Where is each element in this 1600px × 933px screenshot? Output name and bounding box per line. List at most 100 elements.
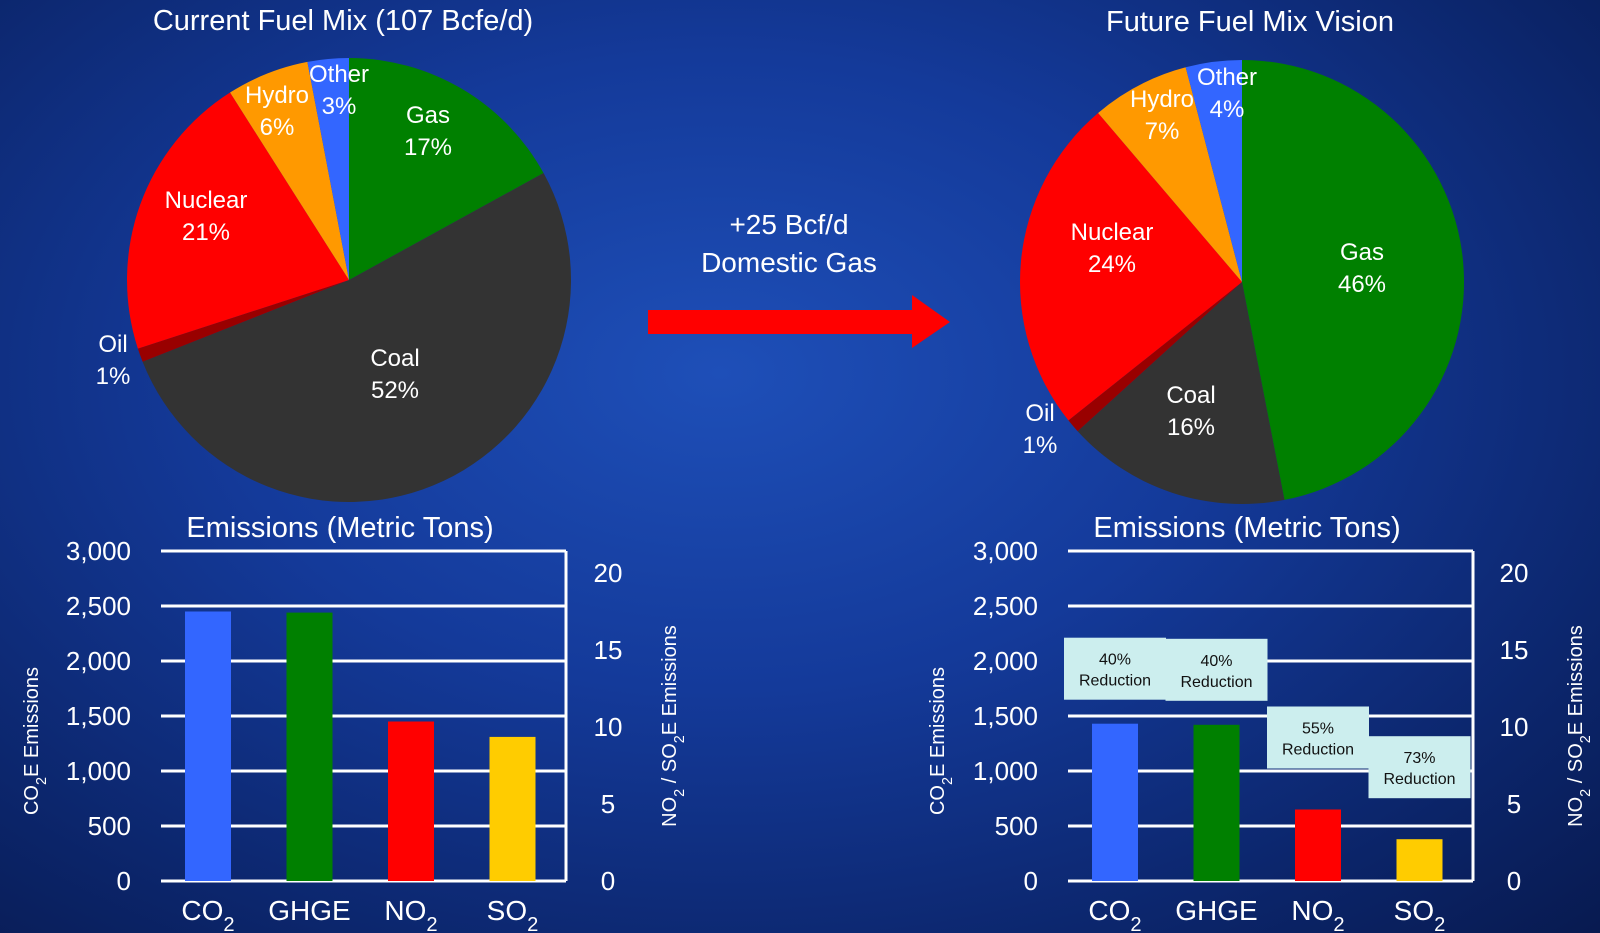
reduction-callout-text: Reduction — [1180, 674, 1252, 691]
y2-tick-label: 5 — [1507, 789, 1521, 819]
bar-ghge — [1193, 724, 1240, 881]
slice-value-gas: 17% — [404, 134, 452, 161]
pie-slice-other — [307, 58, 349, 280]
y2-tick-label: 15 — [594, 635, 623, 665]
y-tick-label: 500 — [995, 811, 1038, 841]
x-tick-label-ghge: GHGE — [268, 895, 350, 926]
bar-no2 — [388, 721, 434, 881]
bar-so2 — [1396, 839, 1443, 881]
pie-slice-nuclear — [127, 92, 349, 349]
y-tick-label: 3,000 — [973, 536, 1038, 566]
bar-no2 — [1295, 809, 1341, 881]
pie-slice-oil — [137, 280, 349, 362]
y2-tick-label: 5 — [601, 789, 615, 819]
reduction-callout-text: Reduction — [1079, 673, 1151, 690]
fuel-shift-arrow: +25 Bcf/d Domestic Gas — [648, 209, 950, 348]
slice-value-oil: 1% — [96, 363, 131, 390]
slice-value-oil: 1% — [1023, 432, 1058, 459]
slice-value-nuclear: 24% — [1088, 251, 1136, 278]
slice-label-gas: Gas — [1340, 239, 1384, 266]
x-tick-label-no2: NO2 — [1291, 895, 1344, 933]
y-tick-label: 3,000 — [66, 536, 131, 566]
pie-slice-gas — [349, 58, 544, 280]
bar-ghge — [286, 612, 333, 881]
reduction-callout-percent: 73% — [1403, 750, 1435, 767]
reduction-callout-percent: 40% — [1200, 653, 1232, 670]
arrow-label-line2: Domestic Gas — [701, 247, 877, 278]
y2-axis-label: NO2 / SO2E Emissions — [1565, 625, 1594, 827]
pie-slice-other — [1185, 60, 1242, 282]
reduction-callout-percent: 40% — [1099, 652, 1131, 669]
slice-label-hydro: Hydro — [245, 82, 309, 109]
y2-tick-label: 20 — [594, 558, 623, 588]
reduction-callout-box — [1064, 637, 1166, 700]
y-tick-label: 2,500 — [973, 591, 1038, 621]
y-axis-label: CO2E Emissions — [21, 667, 50, 815]
slice-label-coal: Coal — [370, 345, 419, 372]
reduction-callout-box — [1165, 638, 1268, 701]
y-tick-label: 0 — [117, 866, 131, 896]
pie-slice-coal — [142, 173, 572, 503]
reduction-callout-box — [1267, 706, 1369, 769]
slice-value-hydro: 7% — [1145, 118, 1180, 145]
x-tick-label-so2: SO2 — [487, 895, 539, 933]
slice-label-hydro: Hydro — [1130, 86, 1194, 113]
slice-value-nuclear: 21% — [182, 219, 230, 246]
y-tick-label: 1,500 — [973, 701, 1038, 731]
pie-chart-future: Future Fuel Mix Vision Gas 46% Coal 16% Oil 1%… — [1019, 6, 1465, 505]
y-tick-label: 1,500 — [66, 701, 131, 731]
pie-slice-hydro — [230, 61, 349, 281]
pie-slice-oil — [1068, 282, 1242, 432]
y2-tick-label: 10 — [1500, 712, 1529, 742]
y-tick-label: 2,000 — [66, 646, 131, 676]
pie-title: Current Fuel Mix (107 Bcfe/d) — [153, 5, 533, 37]
bar-chart-future: Emissions (Metric Tons) 0 500 1,000 1,500 2,0… — [927, 512, 1594, 933]
pie-title: Future Fuel Mix Vision — [1106, 6, 1394, 38]
slice-value-coal: 52% — [371, 377, 419, 404]
slice-label-coal: Coal — [1166, 382, 1215, 409]
arrow-label-line1: +25 Bcf/d — [729, 209, 848, 240]
pie-chart-current: Current Fuel Mix (107 Bcfe/d) Gas 17% Coal 5… — [96, 5, 572, 503]
y-tick-label: 500 — [88, 811, 131, 841]
y2-tick-label: 0 — [601, 866, 615, 896]
y-tick-label: 2,000 — [973, 646, 1038, 676]
slice-label-nuclear: Nuclear — [1071, 219, 1154, 246]
y-tick-label: 1,000 — [66, 756, 131, 786]
x-tick-label-co2: CO2 — [181, 895, 234, 933]
pie-slice-hydro — [1098, 67, 1242, 282]
bar-chart-title: Emissions (Metric Tons) — [1093, 512, 1400, 544]
x-tick-label-ghge: GHGE — [1175, 895, 1257, 926]
arrow-right-icon — [648, 295, 950, 348]
bar-co2 — [185, 611, 231, 881]
reduction-callout-text: Reduction — [1282, 742, 1354, 759]
charts-layer: Current Fuel Mix (107 Bcfe/d) Gas 17% Coal 5… — [21, 5, 1594, 933]
x-tick-label-so2: SO2 — [1394, 895, 1446, 933]
bar-chart-current: Emissions (Metric Tons) 0 500 1,000 1,500 2,0… — [21, 512, 688, 933]
pie-slice-nuclear — [1019, 112, 1242, 421]
slice-value-coal: 16% — [1167, 414, 1215, 441]
y2-axis-label: NO2 / SO2E Emissions — [659, 625, 688, 827]
reduction-callout-text: Reduction — [1383, 771, 1455, 788]
slice-label-nuclear: Nuclear — [165, 187, 248, 214]
slice-label-other: Other — [309, 61, 369, 88]
y2-tick-label: 20 — [1500, 558, 1529, 588]
reduction-callout-percent: 55% — [1302, 721, 1334, 738]
y-axis-label: CO2E Emissions — [927, 667, 956, 815]
slice-value-other: 3% — [322, 93, 357, 120]
slice-label-other: Other — [1197, 64, 1257, 91]
slice-label-gas: Gas — [406, 102, 450, 129]
reduction-callout-box — [1368, 736, 1471, 799]
slice-value-gas: 46% — [1338, 271, 1386, 298]
x-tick-label-no2: NO2 — [384, 895, 437, 933]
slice-value-hydro: 6% — [260, 114, 295, 141]
bar-co2 — [1092, 723, 1138, 881]
pie-slice-gas — [1242, 60, 1465, 500]
y-tick-label: 0 — [1024, 866, 1038, 896]
y2-tick-label: 0 — [1507, 866, 1521, 896]
y-tick-label: 1,000 — [973, 756, 1038, 786]
slice-label-oil: Oil — [98, 331, 127, 358]
pie-slice-coal — [1077, 282, 1285, 505]
slice-label-oil: Oil — [1025, 400, 1054, 427]
y2-tick-label: 15 — [1500, 635, 1529, 665]
